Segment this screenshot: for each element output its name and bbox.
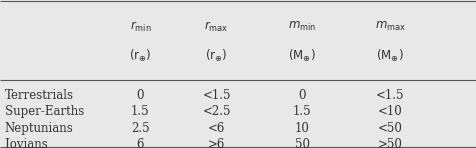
Text: Terrestrials: Terrestrials xyxy=(5,89,74,102)
Text: 2.5: 2.5 xyxy=(131,122,150,135)
Text: 1.5: 1.5 xyxy=(131,105,150,118)
Text: $(\mathrm{r}_{\oplus})$: $(\mathrm{r}_{\oplus})$ xyxy=(205,48,228,64)
Text: $(\mathrm{r}_{\oplus})$: $(\mathrm{r}_{\oplus})$ xyxy=(129,48,152,64)
Text: $m_{\mathrm{min}}$: $m_{\mathrm{min}}$ xyxy=(288,20,317,33)
Text: 0: 0 xyxy=(298,89,306,102)
Text: Super-Earths: Super-Earths xyxy=(5,105,84,118)
Text: <6: <6 xyxy=(208,122,225,135)
Text: Neptunians: Neptunians xyxy=(5,122,73,135)
Text: 0: 0 xyxy=(137,89,144,102)
Text: >50: >50 xyxy=(378,138,403,148)
Text: 1.5: 1.5 xyxy=(293,105,312,118)
Text: 10: 10 xyxy=(295,122,310,135)
Text: >6: >6 xyxy=(208,138,225,148)
Text: 50: 50 xyxy=(295,138,310,148)
Text: <1.5: <1.5 xyxy=(376,89,405,102)
Text: <50: <50 xyxy=(378,122,403,135)
Text: $(\mathrm{M}_{\oplus})$: $(\mathrm{M}_{\oplus})$ xyxy=(377,48,404,64)
Text: $m_{\mathrm{max}}$: $m_{\mathrm{max}}$ xyxy=(375,20,406,33)
Text: $r_{\mathrm{min}}$: $r_{\mathrm{min}}$ xyxy=(129,20,151,34)
Text: 6: 6 xyxy=(137,138,144,148)
Text: <2.5: <2.5 xyxy=(202,105,231,118)
Text: <1.5: <1.5 xyxy=(202,89,231,102)
Text: Jovians: Jovians xyxy=(5,138,48,148)
Text: <10: <10 xyxy=(378,105,403,118)
Text: $(\mathrm{M}_{\oplus})$: $(\mathrm{M}_{\oplus})$ xyxy=(288,48,316,64)
Text: $r_{\mathrm{max}}$: $r_{\mathrm{max}}$ xyxy=(204,20,229,34)
